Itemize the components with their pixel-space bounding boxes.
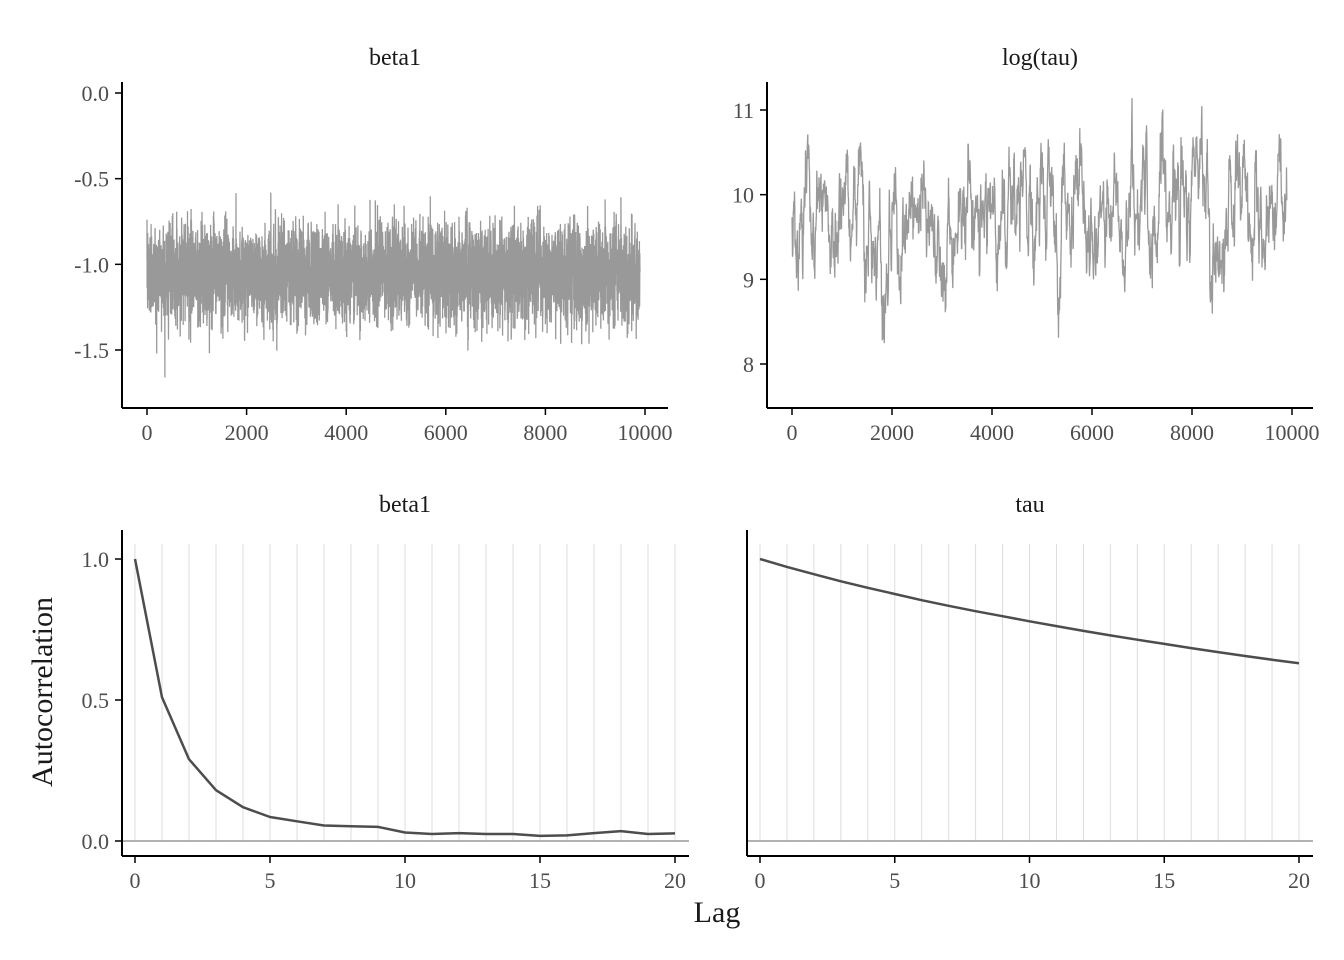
y-tick-label: -0.5 <box>74 167 109 192</box>
x-tick-label: 2000 <box>225 420 269 445</box>
y-tick-label: 10 <box>732 183 754 208</box>
acf-lag-guides-beta1 <box>134 544 676 841</box>
trace-line <box>146 192 641 378</box>
trace-panel-logtau: log(tau) 0 2000 4000 6000 8000 10000 11 10 9 8 <box>732 45 1320 445</box>
axis-ticks-tau-acf: 0 5 10 15 20 <box>755 856 1310 893</box>
panel-title-logtau-trace: log(tau) <box>1002 45 1078 71</box>
y-tick-label: 0.0 <box>82 81 110 106</box>
axis-ticks-beta1-acf: 0 5 10 15 20 1.0 0.5 0.0 <box>82 547 687 893</box>
x-tick-label: 4000 <box>324 420 368 445</box>
x-tick-label: 20 <box>1288 868 1310 893</box>
acf-line <box>759 557 1300 665</box>
x-tick-label: 8000 <box>1170 420 1214 445</box>
x-tick-label: 10 <box>1019 868 1041 893</box>
x-tick-label: 0 <box>130 868 141 893</box>
y-tick-label: 0.0 <box>82 829 110 854</box>
x-tick-label: 15 <box>1153 868 1175 893</box>
x-tick-label: 10000 <box>1265 420 1320 445</box>
y-tick-label: 11 <box>733 98 754 123</box>
axis-ticks-beta1-trace: 0 2000 4000 6000 8000 10000 0.0 -0.5 -1.0 -1.5 <box>74 81 672 445</box>
trace-panel-beta1: beta1 0 2000 4000 6000 8000 10000 0.0 -0.5 -1.0 -… <box>74 45 672 445</box>
x-tick-label: 0 <box>755 868 766 893</box>
shared-x-axis-title: Lag <box>694 896 741 929</box>
shared-y-axis-title: Autocorrelation <box>26 597 59 787</box>
y-tick-label: -1.0 <box>74 252 109 277</box>
acf-panel-tau: tau 0 5 10 15 20 <box>746 492 1313 893</box>
x-tick-label: 5 <box>889 868 900 893</box>
x-tick-label: 5 <box>265 868 276 893</box>
acf-lag-guides-tau <box>759 544 1300 841</box>
x-tick-label: 0 <box>787 420 798 445</box>
y-tick-label: 9 <box>743 267 754 292</box>
panel-title-beta1-trace: beta1 <box>369 45 421 71</box>
trace-line-logtau <box>791 98 1288 344</box>
axis-ticks-logtau-trace: 0 2000 4000 6000 8000 10000 11 10 9 8 <box>732 98 1320 445</box>
x-tick-label: 20 <box>664 868 686 893</box>
y-tick-label: 8 <box>743 352 754 377</box>
x-tick-label: 15 <box>529 868 551 893</box>
x-tick-label: 10 <box>394 868 416 893</box>
y-tick-label: 1.0 <box>82 547 110 572</box>
trace-line <box>791 98 1288 344</box>
x-tick-label: 0 <box>142 420 153 445</box>
x-tick-label: 2000 <box>870 420 914 445</box>
x-tick-label: 10000 <box>618 420 673 445</box>
acf-line-tau <box>759 557 1300 665</box>
acf-panel-beta1: beta1 0 5 10 15 20 1.0 0.5 0.0 <box>82 492 689 893</box>
y-tick-label: -1.5 <box>74 338 109 363</box>
x-tick-label: 8000 <box>523 420 567 445</box>
x-tick-label: 6000 <box>1070 420 1114 445</box>
x-tick-label: 6000 <box>424 420 468 445</box>
acf-line <box>133 558 676 838</box>
trace-line-beta1 <box>146 192 641 378</box>
panel-title-tau-acf: tau <box>1015 492 1044 518</box>
acf-line-beta1 <box>133 558 676 838</box>
x-tick-label: 4000 <box>970 420 1014 445</box>
y-tick-label: 0.5 <box>82 688 110 713</box>
panel-title-beta1-acf: beta1 <box>379 492 431 518</box>
